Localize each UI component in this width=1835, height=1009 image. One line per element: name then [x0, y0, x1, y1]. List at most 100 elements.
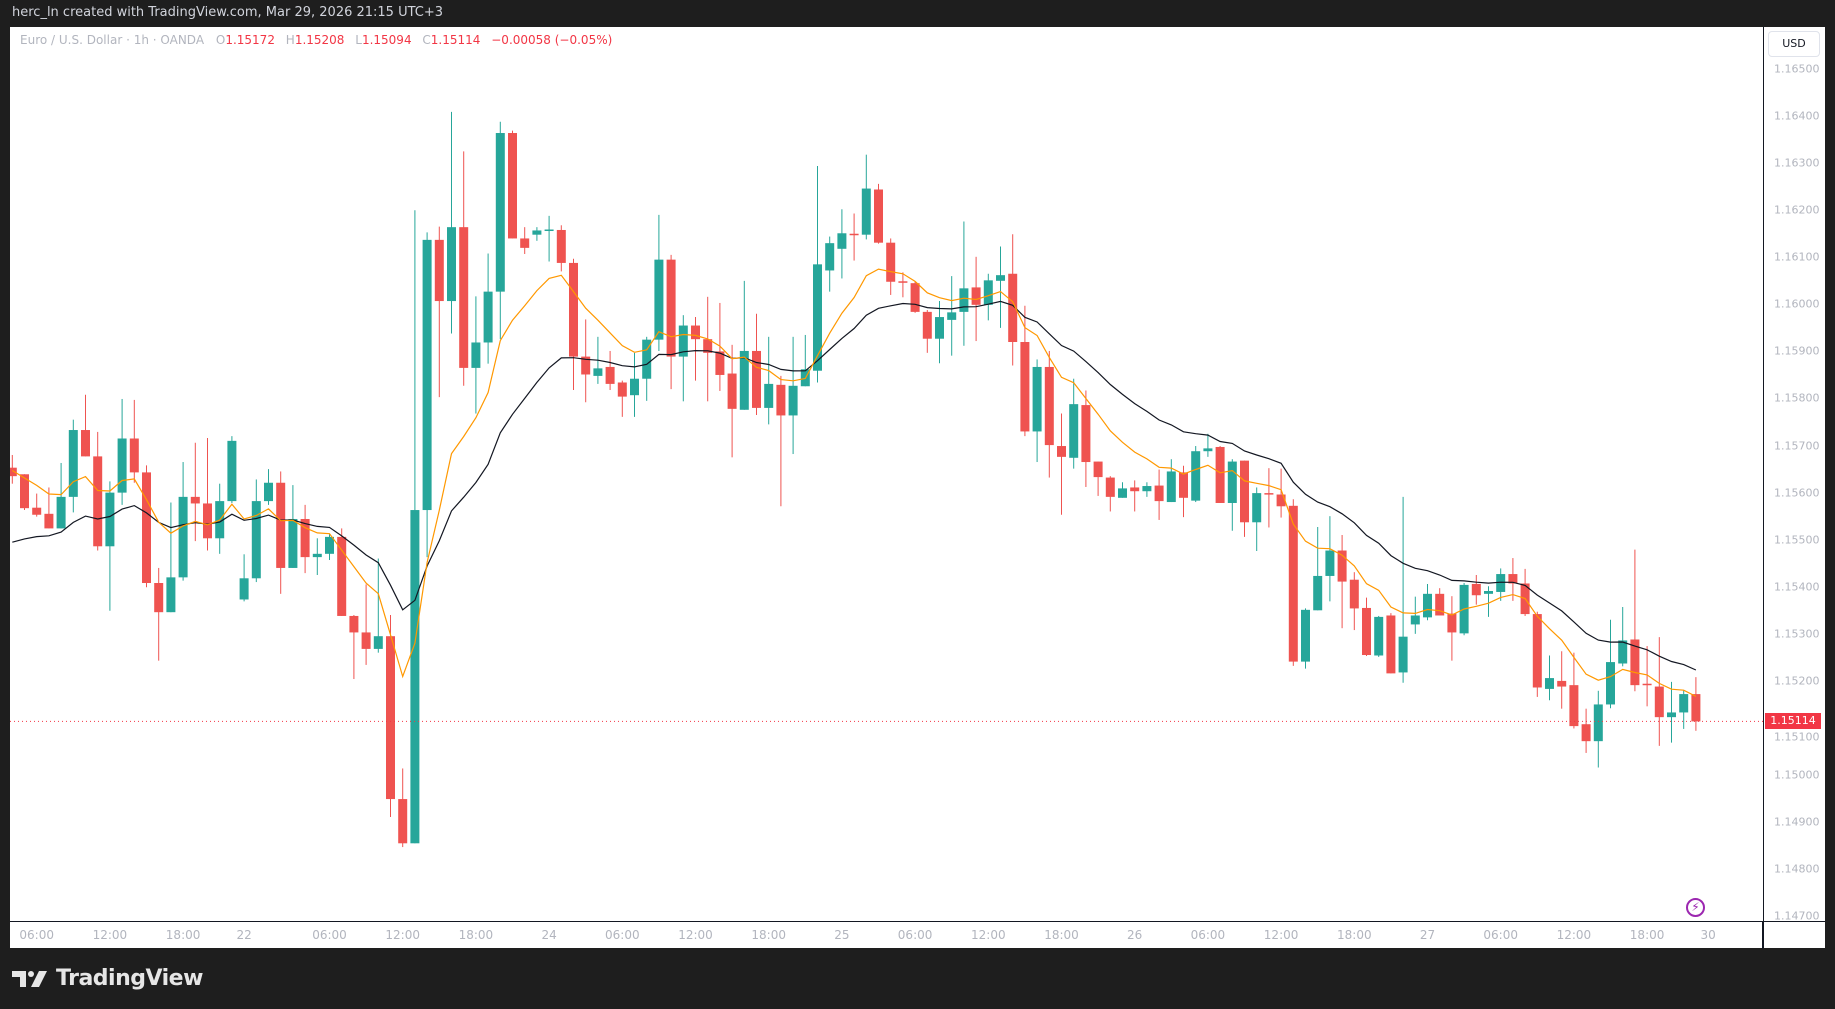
candle-body — [1057, 446, 1066, 457]
candle-down — [922, 309, 932, 353]
candle-body — [630, 378, 639, 396]
candle-body — [1606, 662, 1615, 705]
candle-body — [691, 325, 700, 340]
candle-down — [703, 296, 713, 402]
candle-body — [227, 440, 237, 502]
candle-down — [1532, 611, 1542, 697]
candle-up — [1069, 378, 1079, 469]
candle-body — [1301, 609, 1310, 662]
tradingview-logo-icon — [12, 970, 47, 987]
candle-body — [1240, 460, 1249, 523]
candle-up — [861, 154, 871, 240]
candle-body — [520, 238, 530, 248]
candle-up — [325, 534, 334, 560]
candle-body — [264, 482, 273, 502]
candle-down — [1654, 637, 1664, 746]
candle-body — [886, 242, 896, 282]
brand-name: TradingView — [56, 966, 203, 991]
price-axis[interactable]: USD 1.16500 1.16400 1.16300 1.16200 1.16100 1… — [1763, 27, 1826, 948]
time-tick-label: 18:00 — [1044, 928, 1079, 942]
time-tick-label: 06:00 — [19, 928, 54, 942]
candle-body — [1166, 471, 1176, 503]
candle-up — [1325, 516, 1335, 602]
candle-body — [1093, 461, 1103, 478]
symbol-title[interactable]: Euro / U.S. Dollar · 1h · OANDA — [20, 33, 205, 47]
candle-body — [1471, 583, 1481, 596]
lightning-icon[interactable]: ⚡︎ — [1686, 898, 1705, 917]
close-value: 1.15114 — [430, 33, 481, 47]
candle-body — [1569, 685, 1579, 727]
price-tick-label: 1.16500 — [1774, 62, 1820, 76]
candle-body — [1069, 404, 1079, 458]
candle-down — [276, 471, 286, 594]
candle-body — [361, 632, 371, 649]
candle-body — [1545, 678, 1554, 689]
candle-body — [398, 799, 408, 844]
candle-down — [20, 474, 29, 511]
candle-body — [1496, 574, 1506, 592]
candle-body — [93, 456, 103, 547]
candle-body — [1215, 446, 1225, 503]
candle-up — [105, 481, 115, 611]
candle-up — [1374, 615, 1384, 657]
time-tick-label: 27 — [1419, 928, 1436, 942]
candle-body — [1264, 493, 1274, 495]
candle-body — [44, 513, 54, 529]
price-tick-label: 1.15700 — [1774, 439, 1820, 453]
time-tick-label: 12:00 — [678, 928, 713, 942]
candle-body — [996, 275, 1005, 281]
price-plot[interactable] — [10, 27, 1763, 921]
candle-down — [1276, 468, 1286, 518]
candle-up — [495, 121, 505, 340]
candle-body — [1288, 505, 1298, 662]
candle-up — [447, 111, 456, 334]
candle-body — [849, 233, 859, 236]
time-tick-label: 12:00 — [92, 928, 128, 942]
candle-body — [605, 366, 615, 384]
candle-down — [910, 281, 920, 313]
candle-body — [654, 259, 664, 340]
currency-button[interactable]: USD — [1768, 31, 1820, 57]
candle-down — [1508, 558, 1518, 601]
candle-body — [1654, 686, 1664, 718]
candle-down — [1691, 677, 1701, 731]
candle-down — [93, 431, 103, 551]
candle-body — [776, 384, 786, 416]
candle-up — [837, 209, 847, 279]
price-tick-label: 1.15900 — [1774, 344, 1820, 358]
time-axis[interactable]: 06:00 12:00 18:00 22 06:00 12:00 18:00 24 06:00 1… — [10, 921, 1825, 949]
candle-up — [1032, 359, 1042, 463]
time-tick-label: 30 — [1700, 928, 1716, 942]
candle-down — [617, 380, 627, 417]
candle-down — [556, 225, 566, 272]
candle-body — [1276, 494, 1286, 507]
candle-up — [264, 469, 273, 505]
time-tick-label: 12:00 — [385, 928, 420, 942]
candle-down — [605, 350, 615, 391]
candle-up — [1606, 619, 1615, 709]
candle-up — [739, 280, 749, 410]
candlestick-chart[interactable] — [10, 27, 1763, 921]
candle-body — [1203, 448, 1213, 452]
candle-body — [1362, 607, 1371, 656]
candle-body — [1679, 694, 1689, 713]
candle-up — [68, 419, 78, 513]
candle-body — [1630, 639, 1640, 686]
candle-down — [459, 151, 469, 386]
candle-body — [1179, 472, 1188, 498]
candle-up — [166, 502, 176, 613]
candle-down — [190, 442, 200, 542]
candle-body — [142, 472, 151, 584]
candle-body — [56, 496, 66, 529]
candle-body — [1020, 342, 1030, 432]
candle-body — [959, 288, 969, 312]
candle-body — [1642, 683, 1652, 686]
candle-up — [1679, 690, 1689, 729]
candle-up — [1252, 487, 1262, 551]
candle-down — [1581, 708, 1591, 753]
candle-body — [1435, 593, 1445, 616]
candle-up — [1203, 433, 1213, 457]
candle-body — [386, 636, 395, 800]
candle-body — [68, 430, 78, 497]
price-tick-label: 1.15600 — [1774, 486, 1820, 500]
